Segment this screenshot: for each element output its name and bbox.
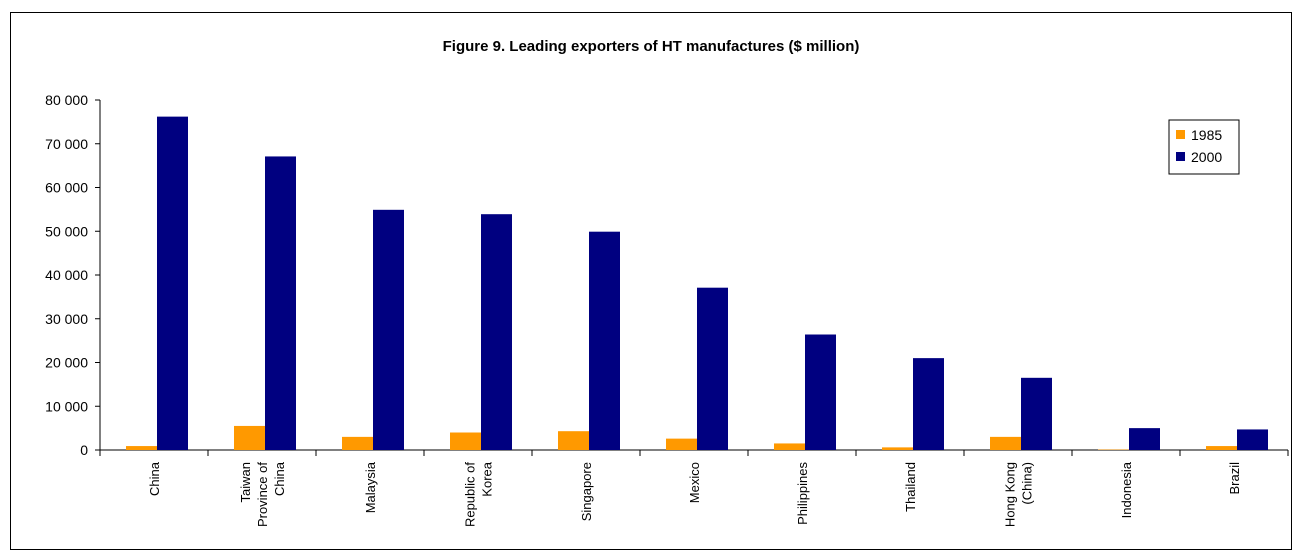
x-tick-label: Thailand xyxy=(903,462,918,512)
x-tick-label: Philippines xyxy=(795,462,810,525)
x-tick-label-group: Thailand xyxy=(903,462,918,512)
x-tick-label: Indonesia xyxy=(1119,461,1134,518)
bar-2000-5 xyxy=(697,287,728,450)
x-tick-label: Mexico xyxy=(687,462,702,503)
x-tick-label: Singapore xyxy=(579,462,594,521)
bar-2000-7 xyxy=(913,358,944,450)
x-tick-label-group: China xyxy=(147,461,162,496)
x-tick-label-group: Malaysia xyxy=(363,461,378,513)
legend-label-1985: 1985 xyxy=(1191,127,1222,143)
x-tick-label: Republic of xyxy=(463,462,478,527)
legend-swatch-1985 xyxy=(1176,130,1185,139)
bar-2000-1 xyxy=(265,156,296,450)
legend-box xyxy=(1168,119,1240,175)
bar-1985-4 xyxy=(558,431,589,450)
y-tick-label: 60 000 xyxy=(45,180,88,196)
y-tick-label: 30 000 xyxy=(45,311,88,327)
plot-area: 0 10 000 20 000 30 000 40 000 50 000 60 000 70 … xyxy=(45,92,1289,527)
x-tick-label: Brazil xyxy=(1227,462,1242,495)
x-tick-label: Malaysia xyxy=(363,461,378,513)
bar-1985-2 xyxy=(342,436,373,450)
y-tick-label: 80 000 xyxy=(45,92,88,108)
bar-1985-3 xyxy=(450,432,481,450)
x-tick-label-group: Republic of Korea xyxy=(463,461,495,527)
bar-1985-7 xyxy=(882,447,913,450)
y-tick-label: 40 000 xyxy=(45,267,88,283)
bar-2000-3 xyxy=(481,214,512,450)
y-tick-label: 0 xyxy=(80,442,88,458)
x-tick-label: (China) xyxy=(1020,462,1035,505)
bar-1985-5 xyxy=(666,438,697,450)
bar-2000-0 xyxy=(157,116,188,450)
bar-2000-10 xyxy=(1237,429,1268,450)
bar-1985-8 xyxy=(990,436,1021,450)
chart-title: Figure 9. Leading exporters of HT manufa… xyxy=(443,38,860,55)
bar-1985-10 xyxy=(1206,446,1237,450)
bar-1985-0 xyxy=(126,446,157,450)
x-tick-label: China xyxy=(272,461,287,496)
bar-1985-1 xyxy=(234,425,265,450)
y-tick-label: 70 000 xyxy=(45,136,88,152)
bar-2000-9 xyxy=(1129,428,1160,450)
chart-frame xyxy=(10,12,1292,550)
y-tick-label: 10 000 xyxy=(45,398,88,414)
x-tick-label-group: Brazil xyxy=(1227,462,1242,495)
bar-2000-2 xyxy=(373,209,404,450)
bar-2000-8 xyxy=(1021,377,1052,450)
y-tick-label: 20 000 xyxy=(45,355,88,371)
legend-label-2000: 2000 xyxy=(1191,149,1222,165)
x-tick-label-group: Taiwan Province of China xyxy=(238,461,287,527)
x-tick-label-group: Indonesia xyxy=(1119,461,1134,518)
x-tick-label: Korea xyxy=(480,461,495,496)
bar-2000-6 xyxy=(805,334,836,450)
x-tick-label-group: Singapore xyxy=(579,462,594,521)
x-tick-label: Hong Kong xyxy=(1003,462,1018,527)
bar-2000-4 xyxy=(589,231,620,450)
legend-swatch-2000 xyxy=(1176,152,1185,161)
y-tick-label: 50 000 xyxy=(45,223,88,239)
x-tick-label-group: Mexico xyxy=(687,462,702,503)
legend: 1985 2000 xyxy=(1168,119,1240,175)
x-tick-label: China xyxy=(147,461,162,496)
x-tick-label: Province of xyxy=(255,462,270,527)
bar-1985-6 xyxy=(774,443,805,450)
x-tick-label: Taiwan xyxy=(238,462,253,502)
x-tick-label-group: Hong Kong (China) xyxy=(1003,462,1035,527)
x-tick-label-group: Philippines xyxy=(795,462,810,525)
